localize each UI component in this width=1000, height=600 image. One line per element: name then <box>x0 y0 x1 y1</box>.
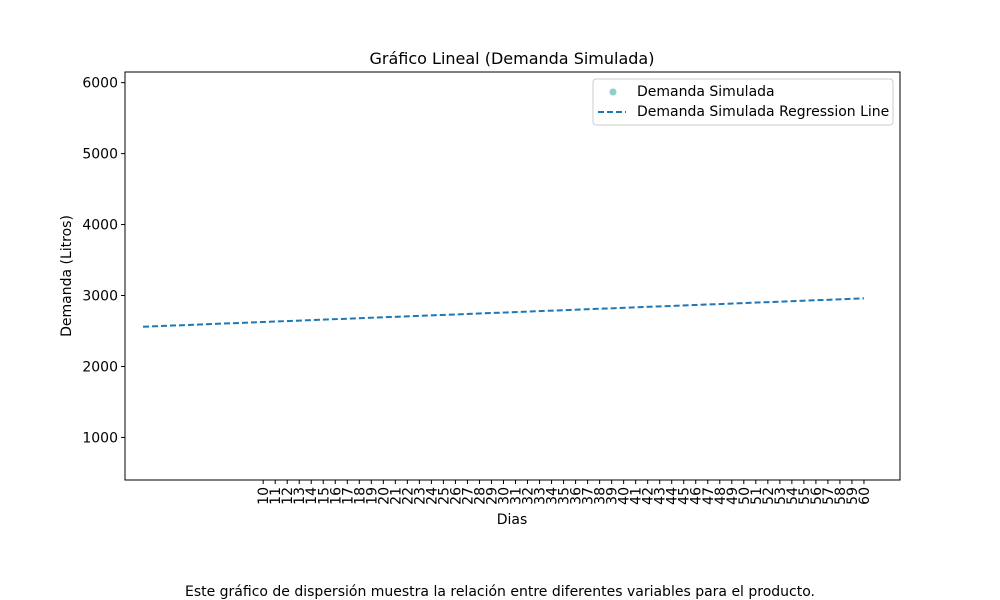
x-tick-label: 18 <box>352 487 368 505</box>
x-tick-label: 60 <box>857 487 873 505</box>
x-tick-label: 48 <box>713 487 729 505</box>
x-tick-label: 24 <box>424 487 440 505</box>
x-tick-label: 27 <box>460 487 476 505</box>
x-tick-label: 12 <box>280 487 296 505</box>
chart-title: Gráfico Lineal (Demanda Simulada) <box>370 49 655 68</box>
series-layer <box>142 297 864 328</box>
x-tick-label: 55 <box>797 487 813 505</box>
x-tick-label: 29 <box>484 487 500 505</box>
legend-box <box>592 78 894 126</box>
x-tick-label: 10 <box>256 487 272 505</box>
y-tick-label: 4000 <box>82 218 118 234</box>
y-tick-label: 2000 <box>82 359 118 375</box>
x-tick-label: 20 <box>376 487 392 505</box>
x-tick-label: 59 <box>845 487 861 505</box>
x-tick-label: 19 <box>364 487 380 505</box>
x-tick-label: 32 <box>521 487 537 505</box>
legend: Demanda Simulada Demanda Simulada Regres… <box>592 78 894 126</box>
x-tick-label: 53 <box>773 487 789 505</box>
x-tick-label: 21 <box>388 487 404 505</box>
y-axis-label: Demanda (Litros) <box>59 215 75 337</box>
legend-label-regression-line: Demanda Simulada Regression Line <box>637 104 889 120</box>
x-tick-label: 41 <box>629 487 645 505</box>
x-tick-label: 26 <box>448 487 464 505</box>
x-tick-label: 25 <box>436 487 452 505</box>
x-tick-label: 23 <box>412 487 428 505</box>
x-tick-label: 44 <box>665 487 681 505</box>
x-tick-label: 49 <box>725 487 741 505</box>
x-tick-label: 43 <box>653 487 669 505</box>
legend-marker-scatter <box>609 88 617 96</box>
x-tick-label: 15 <box>316 487 332 505</box>
regression-line <box>142 297 864 328</box>
x-tick-label: 46 <box>689 487 705 505</box>
x-tick-label: 34 <box>545 487 561 505</box>
x-tick-label: 16 <box>328 487 344 505</box>
x-tick-label: 52 <box>761 487 777 505</box>
x-tick-label: 13 <box>292 487 308 505</box>
y-tick-label: 6000 <box>82 76 118 92</box>
x-tick-label: 51 <box>749 487 765 505</box>
y-axis: 1000 2000 3000 4000 5000 6000 <box>82 76 125 446</box>
x-tick-label: 37 <box>581 487 597 505</box>
x-tick-label: 47 <box>701 487 717 505</box>
x-tick-label: 57 <box>821 487 837 505</box>
x-tick-label: 31 <box>509 487 525 505</box>
x-tick-label: 22 <box>400 487 416 505</box>
x-tick-label: 33 <box>533 487 549 505</box>
x-tick-label: 11 <box>268 487 284 505</box>
x-tick-label: 38 <box>593 487 609 505</box>
legend-label-scatter: Demanda Simulada <box>637 84 775 100</box>
x-tick-label: 50 <box>737 487 753 505</box>
x-tick-label: 17 <box>340 487 356 505</box>
x-tick-label: 56 <box>809 487 825 505</box>
x-axis-label: Dias <box>497 512 528 528</box>
x-tick-label: 36 <box>569 487 585 505</box>
x-tick-label: 54 <box>785 487 801 505</box>
x-tick-label: 35 <box>557 487 573 505</box>
x-tick-label: 28 <box>472 487 488 505</box>
x-tick-label: 40 <box>617 487 633 505</box>
chart-caption: Este gráfico de dispersión muestra la re… <box>184 584 816 600</box>
plot-area <box>124 71 901 481</box>
x-tick-label: 42 <box>641 487 657 505</box>
x-tick-label: 45 <box>677 487 693 505</box>
x-tick-label: 14 <box>304 487 320 505</box>
x-axis: 1011121314151617181920212223242526272829… <box>256 480 873 505</box>
x-tick-label: 58 <box>833 487 849 505</box>
y-tick-label: 3000 <box>82 289 118 305</box>
x-tick-label: 39 <box>605 487 621 505</box>
x-tick-label: 30 <box>496 487 512 505</box>
y-tick-label: 1000 <box>82 430 118 446</box>
y-tick-label: 5000 <box>82 147 118 163</box>
